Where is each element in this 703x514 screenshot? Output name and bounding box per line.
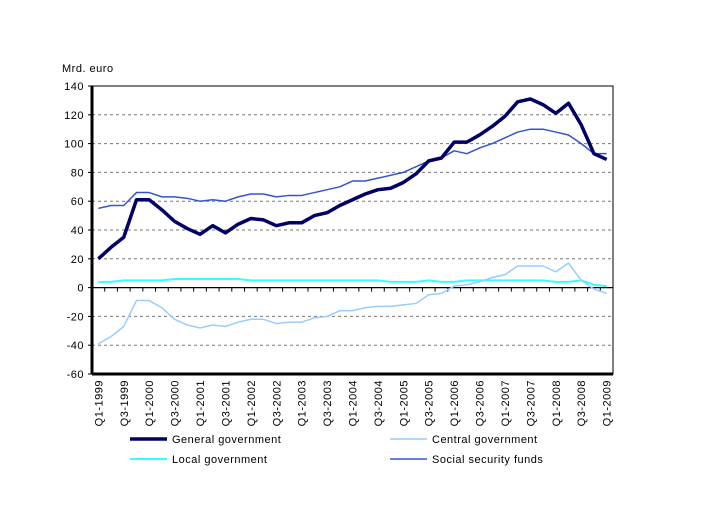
- x-tick-label: Q1-2000: [144, 380, 156, 426]
- series-line-local-government: [98, 277, 607, 288]
- x-tick-label: Q1-2009: [602, 380, 614, 426]
- y-tick-label: 60: [71, 196, 84, 208]
- x-tick-label: Q1-2008: [551, 380, 563, 426]
- y-tick-label: 120: [64, 110, 84, 122]
- x-tick-label: Q1-2004: [348, 380, 360, 426]
- legend-label: General government: [172, 434, 281, 446]
- x-tick-label: Q3-2008: [576, 380, 588, 426]
- y-tick-label: 100: [64, 139, 84, 151]
- y-tick-label: 80: [71, 167, 84, 179]
- y-tick-label: -20: [67, 311, 84, 323]
- x-tick-label: Q1-2003: [297, 380, 309, 426]
- y-tick-label: -60: [67, 369, 84, 381]
- y-tick-label: 0: [77, 283, 84, 295]
- x-tick-label: Q1-2005: [398, 380, 410, 426]
- x-tick-label: Q3-2002: [271, 380, 283, 426]
- y-axis-label: Mrd. euro: [62, 63, 114, 75]
- x-tick-label: Q3-2001: [220, 380, 232, 426]
- x-tick-label: Q1-2006: [449, 380, 461, 426]
- x-tick-label: Q3-2004: [373, 380, 385, 426]
- x-tick-label: Q3-2000: [170, 380, 182, 426]
- x-tick-label: Q1-1999: [93, 380, 105, 426]
- legend-label: Local government: [172, 454, 267, 466]
- y-tick-label: 140: [64, 81, 84, 93]
- y-tick-label: 20: [71, 254, 84, 266]
- series-line-general-government: [97, 97, 608, 261]
- legend-label: Social security funds: [432, 454, 543, 466]
- x-tick-label: Q3-2007: [525, 380, 537, 426]
- x-tick-label: Q3-2006: [475, 380, 487, 426]
- x-tick-label: Q1-2001: [195, 380, 207, 426]
- y-tick-label: -40: [67, 340, 84, 352]
- series-line-social-security-funds: [98, 128, 607, 210]
- x-tick-label: Q3-2003: [322, 380, 334, 426]
- x-tick-label: Q1-2002: [246, 380, 258, 426]
- x-tick-label: Q3-1999: [119, 380, 131, 426]
- x-tick-label: Q3-2005: [424, 380, 436, 426]
- series-line-central-government: [97, 262, 607, 345]
- legend-label: Central government: [432, 434, 538, 446]
- y-tick-label: 40: [71, 225, 84, 237]
- x-tick-label: Q1-2007: [500, 380, 512, 426]
